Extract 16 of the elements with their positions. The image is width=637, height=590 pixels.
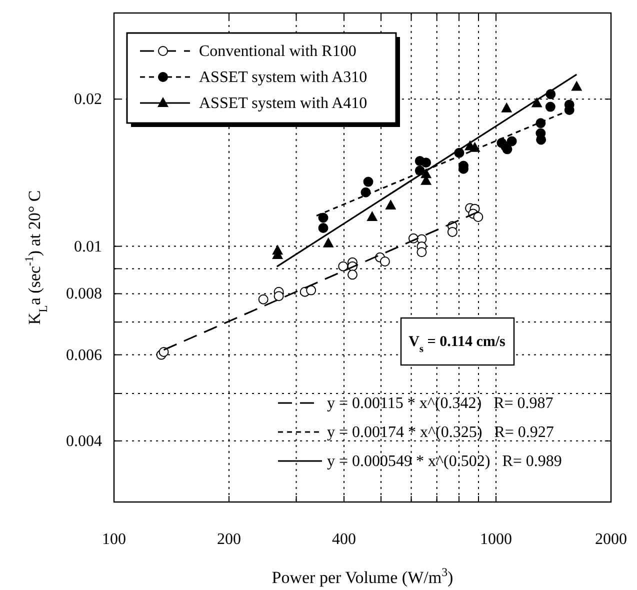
legend-label: ASSET system with A410 bbox=[199, 95, 368, 112]
y-tick-label: 0.01 bbox=[74, 238, 102, 256]
x-axis-title: Power per Volume (W/m$^{3}$) bbox=[272, 565, 454, 587]
x-tick-label: 400 bbox=[332, 531, 356, 548]
y-tick-label: 0.008 bbox=[66, 286, 102, 303]
y-tick-label: 0.006 bbox=[66, 346, 102, 364]
legend-label: Conventional with R100 bbox=[199, 43, 356, 60]
x-tick-label: 2000 bbox=[595, 531, 627, 548]
annotation: V$_{s}$ = 0.114 cm/s bbox=[408, 334, 506, 354]
x-tick-label: 1000 bbox=[480, 531, 512, 548]
x-tick-label: 100 bbox=[102, 531, 126, 548]
annotation: y = 0.000549 * x^(0.502) R= 0.989 bbox=[327, 453, 562, 470]
legend-label: ASSET system with A310 bbox=[199, 69, 368, 86]
x-tick-label: 200 bbox=[216, 531, 241, 548]
y-tick-label: 0.004 bbox=[66, 432, 102, 450]
y-tick-label: 0.02 bbox=[74, 91, 102, 108]
